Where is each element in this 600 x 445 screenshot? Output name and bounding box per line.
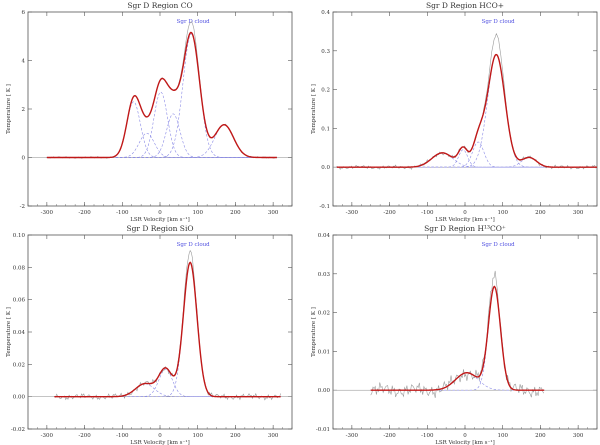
y-tick-label: 0.04 (318, 233, 331, 239)
y-axis-label: Temperature [ K ] (311, 307, 317, 357)
x-tick-label: -300 (346, 433, 359, 439)
gaussian-component-1 (46, 101, 277, 158)
x-tick-label: 300 (573, 433, 584, 439)
x-tick-label: 100 (192, 210, 203, 216)
x-tick-label: 100 (192, 433, 203, 439)
y-tick-label: 0.00 (318, 388, 331, 394)
gaussian-component-4 (46, 113, 277, 158)
x-tick-label: 0 (158, 210, 162, 216)
gaussian-component-3 (46, 91, 277, 158)
x-tick-label: 200 (230, 210, 241, 216)
y-tick-label: 0.0 (321, 165, 330, 171)
cloud-annotation: Sgr D cloud (482, 19, 516, 25)
gaussian-component-2 (336, 149, 597, 168)
y-tick-label: 0.3 (321, 49, 330, 55)
y-tick-label: 0.4 (321, 10, 330, 16)
y-tick-label: 0.06 (13, 298, 26, 304)
y-tick-label: 0.10 (13, 233, 26, 239)
x-axis-label: LSR Velocity [km s⁻¹] (435, 439, 495, 445)
x-tick-label: 200 (535, 433, 546, 439)
gaussian-component-5 (46, 33, 277, 158)
y-tick-label: 0.02 (13, 362, 25, 368)
x-tick-label: 300 (268, 210, 279, 216)
panel-title: Sgr D Region H¹³CO⁺ (424, 224, 506, 233)
observed-spectrum (46, 21, 277, 159)
panel-1: Sgr D Region CO -300 -200 -100 0 100 200 300 -2 0… (6, 1, 293, 223)
cloud-annotation: Sgr D cloud (177, 19, 211, 25)
panel-title: Sgr D Region HCO+ (426, 1, 504, 10)
plot-frame (27, 11, 293, 207)
y-tick-label: 0.03 (318, 272, 331, 278)
plot-frame (332, 234, 598, 430)
x-tick-label: -200 (78, 433, 91, 439)
y-tick-label: 0.02 (318, 311, 330, 317)
y-tick-label: 2 (22, 107, 26, 113)
gaussian-component-5 (336, 157, 597, 168)
x-axis-label: LSR Velocity [km s⁻¹] (435, 216, 495, 223)
y-tick-label: 0.04 (13, 330, 26, 336)
y-tick-label: -0.02 (11, 427, 25, 433)
total-fit-line (370, 285, 545, 391)
x-tick-label: 200 (230, 433, 241, 439)
x-tick-label: 0 (463, 433, 467, 439)
cloud-annotation: Sgr D cloud (177, 242, 211, 248)
y-tick-label: 0.1 (321, 126, 330, 132)
total-fit-line (46, 31, 277, 159)
plot-frame (332, 11, 598, 207)
y-tick-label: 6 (22, 10, 26, 16)
observed-spectrum (54, 249, 281, 401)
y-tick-label: -2 (20, 204, 25, 210)
panel-2: Sgr D Region HCO+ -300 -200 -100 0 100 200 300 -… (311, 1, 598, 223)
y-tick-label: 0 (22, 156, 26, 162)
y-tick-label: 4 (22, 59, 26, 65)
x-tick-label: -300 (41, 433, 54, 439)
x-tick-label: 100 (497, 433, 508, 439)
x-tick-label: -100 (421, 433, 434, 439)
x-tick-label: 0 (463, 210, 467, 216)
x-tick-label: -100 (116, 210, 129, 216)
y-tick-label: 0.00 (13, 395, 26, 401)
x-tick-label: 0 (158, 433, 162, 439)
panel-3: Sgr D Region SiO -300 -200 -100 0 100 200 300 -0… (6, 224, 293, 445)
y-tick-label: 0.01 (318, 349, 330, 355)
y-axis-label: Temperature [ K ] (6, 84, 12, 134)
x-tick-label: -300 (346, 210, 359, 216)
y-tick-label: 0.2 (321, 88, 330, 94)
panel-4: Sgr D Region H¹³CO⁺ -300 -200 -100 0 100 200 30… (311, 224, 598, 445)
x-axis-label: LSR Velocity [km s⁻¹] (130, 216, 190, 223)
y-tick-label: 0.08 (13, 265, 26, 271)
x-tick-label: 200 (535, 210, 546, 216)
x-axis-label: LSR Velocity [km s⁻¹] (130, 439, 190, 445)
x-tick-label: -200 (78, 210, 91, 216)
x-tick-label: 100 (497, 210, 508, 216)
observed-spectrum (336, 32, 597, 170)
x-tick-label: -200 (383, 433, 396, 439)
gaussian-component-2 (46, 132, 277, 158)
y-axis-label: Temperature [ K ] (311, 84, 317, 134)
x-tick-label: -100 (116, 433, 129, 439)
panel-title: Sgr D Region CO (127, 1, 192, 10)
gaussian-component-3 (54, 262, 281, 397)
x-tick-label: -100 (421, 210, 434, 216)
y-tick-label: -0.1 (319, 204, 330, 210)
x-tick-label: -200 (383, 210, 396, 216)
x-tick-label: 300 (268, 433, 279, 439)
cloud-annotation: Sgr D cloud (482, 242, 516, 248)
gaussian-component-2 (54, 368, 281, 397)
total-fit-line (336, 53, 597, 168)
x-tick-label: -300 (41, 210, 54, 216)
observed-spectrum (370, 270, 545, 398)
x-tick-label: 300 (573, 210, 584, 216)
gaussian-component-2 (370, 286, 545, 391)
plot-frame (27, 234, 293, 430)
panel-title: Sgr D Region SiO (126, 224, 193, 233)
total-fit-line (54, 261, 281, 398)
y-tick-label: -0.01 (316, 427, 330, 433)
y-axis-label: Temperature [ K ] (6, 307, 12, 357)
